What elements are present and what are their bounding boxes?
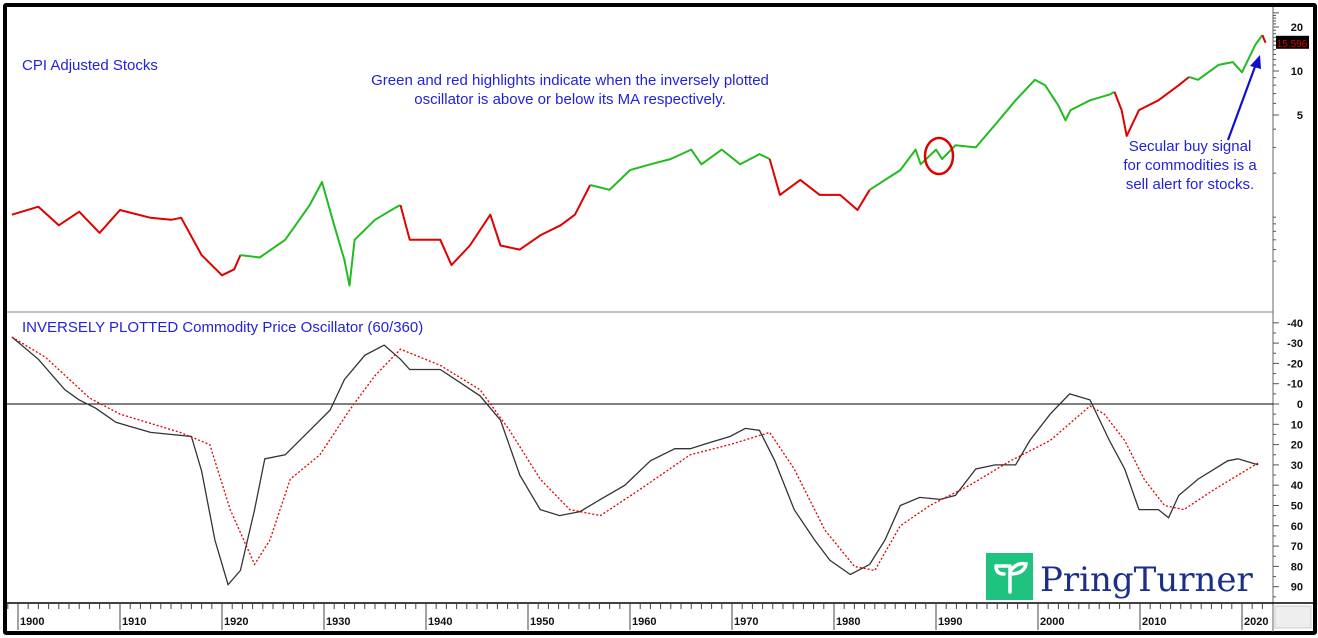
x-tick-label: 2000: [1040, 616, 1064, 628]
x-tick-label: 1900: [20, 616, 44, 628]
stock-segment-red: [1113, 76, 1190, 137]
highlight-circle: [923, 136, 955, 176]
last-value-label: 15.596: [1277, 39, 1308, 50]
callout-line: Secular buy signal: [1129, 138, 1252, 155]
y-tick-label: 70: [1291, 541, 1303, 553]
stock-segment-green: [589, 148, 771, 191]
x-tick-label: 1910: [122, 616, 146, 628]
top-panel-title: CPI Adjusted Stocks: [22, 57, 158, 74]
x-tick-label: 1990: [938, 616, 962, 628]
chart-frame: [3, 3, 1317, 635]
annotation-line: oscillator is above or below its MA resp…: [414, 91, 726, 108]
bottom-panel-title: INVERSELY PLOTTED Commodity Price Oscill…: [22, 319, 423, 336]
x-tick-label: 1950: [530, 616, 554, 628]
x-tick-label: 1940: [428, 616, 452, 628]
y-tick-label: 5: [1297, 110, 1303, 122]
x-tick-label: 1970: [734, 616, 758, 628]
x-tick-label: 1980: [836, 616, 860, 628]
x-tick-label: 2010: [1142, 616, 1166, 628]
oscillator-line: [11, 336, 1259, 587]
y-tick-label: 40: [1291, 480, 1303, 492]
y-tick-label: 60: [1291, 521, 1303, 533]
y-tick-label: 20: [1291, 440, 1303, 452]
callout-arrow: [1226, 63, 1258, 141]
stock-segment-red: [768, 158, 871, 211]
pringturner-logo: PringTurner: [986, 553, 1254, 600]
y-tick-label: 10: [1291, 66, 1303, 78]
sprout-icon: [994, 561, 1029, 594]
stock-segment-red: [11, 205, 242, 277]
logo-text: PringTurner: [1040, 560, 1254, 600]
callout-line: sell alert for stocks.: [1126, 176, 1254, 193]
y-tick-label: 20: [1291, 22, 1303, 34]
y-tick-label: -30: [1287, 338, 1303, 350]
stock-segment-green: [869, 78, 1115, 191]
stock-segment-green: [240, 181, 401, 287]
annotation-line: Green and red highlights indicate when t…: [371, 72, 769, 89]
stock-segment-red: [1261, 34, 1267, 44]
y-tick-label: -20: [1287, 358, 1303, 370]
last-value-badge: [1276, 35, 1309, 49]
y-tick-label: 30: [1291, 460, 1303, 472]
stock-segment-red: [399, 184, 592, 267]
x-tick-label: 2020: [1244, 616, 1268, 628]
corner-box: [1274, 605, 1312, 629]
y-tick-label: 10: [1291, 419, 1303, 431]
x-tick-label: 1920: [224, 616, 248, 628]
y-tick-label: -40: [1287, 318, 1303, 330]
y-tick-label: 90: [1291, 582, 1303, 594]
x-tick-label: 1930: [326, 616, 350, 628]
arrow-head-icon: [1250, 55, 1261, 69]
y-tick-label: 80: [1291, 561, 1303, 573]
y-tick-label: 50: [1291, 501, 1303, 513]
y-tick-label: 0: [1297, 399, 1303, 411]
x-tick-label: 1960: [632, 616, 656, 628]
callout-line: for commodities is a: [1123, 157, 1257, 174]
y-tick-label: -10: [1287, 379, 1303, 391]
oscillator-ma-line: [11, 336, 1259, 572]
stock-segment-green: [1188, 34, 1264, 81]
